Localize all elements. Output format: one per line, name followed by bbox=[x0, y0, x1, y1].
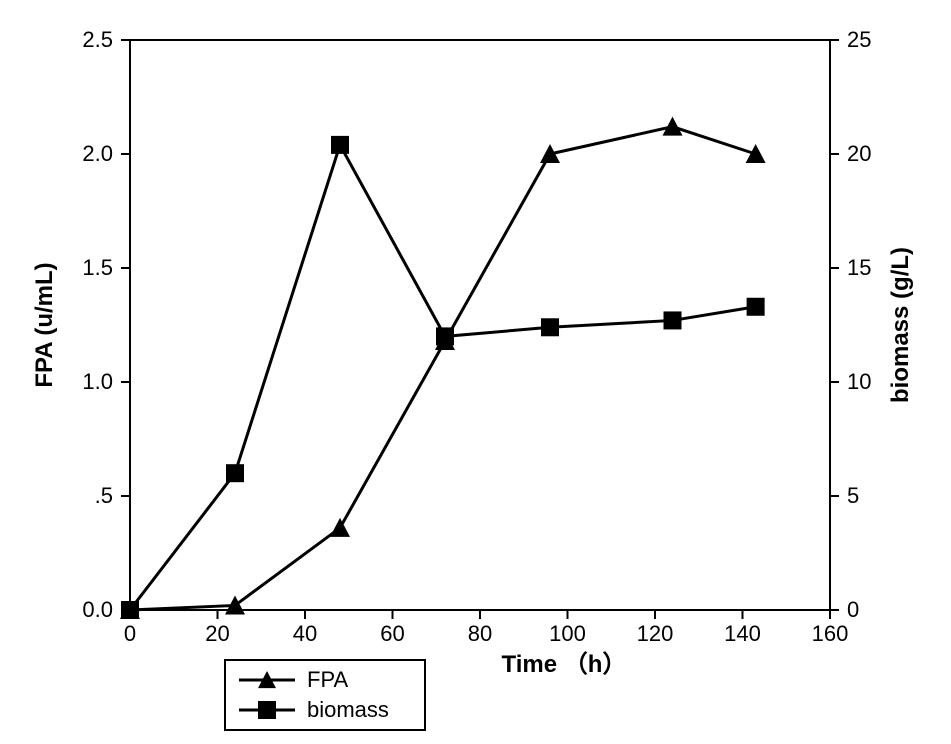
y-right-tick-label: 15 bbox=[847, 255, 871, 280]
x-tick-label: 60 bbox=[380, 621, 404, 646]
chart-container: 020406080100120140160Time （h）0.0.51.01.5… bbox=[0, 0, 951, 744]
legend: FPA biomass bbox=[225, 660, 425, 730]
y-left-tick-label: 2.0 bbox=[82, 141, 113, 166]
legend-label: FPA bbox=[307, 667, 348, 692]
y-right-axis-title: biomass (g/L) bbox=[887, 247, 914, 403]
x-tick-label: 100 bbox=[549, 621, 586, 646]
chart-svg: 020406080100120140160Time （h）0.0.51.01.5… bbox=[0, 0, 951, 744]
y-right-tick-label: 5 bbox=[847, 483, 859, 508]
x-tick-label: 140 bbox=[724, 621, 761, 646]
legend-label: biomass bbox=[307, 697, 389, 722]
series-FPA bbox=[120, 117, 766, 619]
y-right-tick-label: 25 bbox=[847, 27, 871, 52]
x-tick-label: 40 bbox=[293, 621, 317, 646]
y-left-tick-label: 2.5 bbox=[82, 27, 113, 52]
y-right-tick-label: 0 bbox=[847, 597, 859, 622]
x-tick-label: 160 bbox=[812, 621, 849, 646]
x-tick-label: 20 bbox=[205, 621, 229, 646]
y-left-tick-label: .5 bbox=[95, 483, 113, 508]
x-tick-label: 80 bbox=[468, 621, 492, 646]
y-left-tick-label: 1.5 bbox=[82, 255, 113, 280]
y-left-tick-label: 0.0 bbox=[82, 597, 113, 622]
y-left-axis-title: FPA (u/mL) bbox=[31, 262, 58, 387]
x-tick-label: 120 bbox=[637, 621, 674, 646]
y-right-tick-label: 10 bbox=[847, 369, 871, 394]
x-axis-title: Time （h） bbox=[502, 651, 627, 678]
y-right-tick-label: 20 bbox=[847, 141, 871, 166]
y-left-tick-label: 1.0 bbox=[82, 369, 113, 394]
x-tick-label: 0 bbox=[124, 621, 136, 646]
series-biomass bbox=[121, 136, 765, 619]
